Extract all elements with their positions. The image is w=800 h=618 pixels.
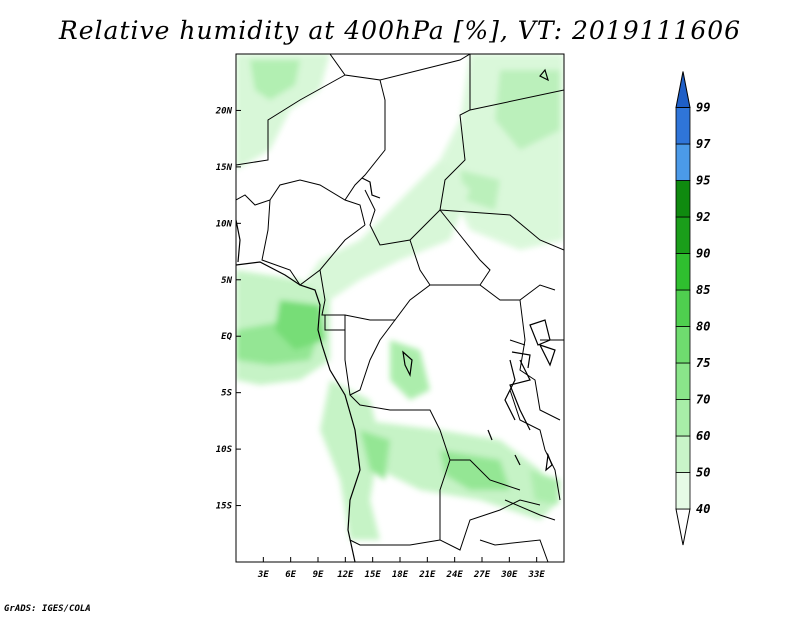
lat-tick-label: EQ xyxy=(221,332,232,342)
colorbar-segment xyxy=(675,362,691,400)
colorbar-label: 85 xyxy=(696,283,710,297)
colorbar-segment xyxy=(675,326,691,364)
lon-tick-label: 3E xyxy=(257,570,269,580)
colorbar: 40 50 60 70 75 80 85 90 92 95 97 99 xyxy=(675,71,711,546)
longitude-axis: 3E 6E 9E 12E 15E 18E 21E 24E 27E 30E 33E xyxy=(257,557,545,580)
lat-tick-label: 15S xyxy=(216,502,233,512)
lon-tick-label: 24E xyxy=(446,570,464,580)
colorbar-segment xyxy=(675,216,691,254)
lon-tick-label: 30E xyxy=(500,570,518,580)
colorbar-label: 99 xyxy=(696,101,710,115)
map-title: Relative humidity at 400hPa [%], VT: 201… xyxy=(58,16,742,45)
grads-credit: GrADS: IGES/COLA xyxy=(4,604,91,614)
lat-tick-label: 10N xyxy=(216,219,233,229)
lon-tick-label: 27E xyxy=(473,570,491,580)
colorbar-segment xyxy=(675,107,691,145)
lon-tick-label: 12E xyxy=(337,570,354,580)
lon-tick-label: 9E xyxy=(313,570,324,580)
colorbar-segment xyxy=(675,472,691,510)
colorbar-label: 50 xyxy=(696,466,710,480)
colorbar-segment xyxy=(675,253,691,291)
lon-tick-label: 6E xyxy=(285,570,296,580)
colorbar-label: 97 xyxy=(696,137,711,151)
lon-tick-label: 21E xyxy=(418,570,436,580)
colorbar-segment xyxy=(675,435,691,473)
colorbar-label: 80 xyxy=(696,320,710,334)
lon-tick-label: 33E xyxy=(528,570,546,580)
lat-tick-label: 10S xyxy=(216,445,233,455)
colorbar-segment xyxy=(675,289,691,327)
lat-tick-label: 15N xyxy=(216,163,233,173)
colorbar-segment xyxy=(675,180,691,218)
colorbar-label: 95 xyxy=(696,174,710,188)
latitude-axis: 20N 15N 10N 5N EQ 5S 10S 15S xyxy=(215,106,241,512)
colorbar-label: 70 xyxy=(696,393,710,407)
country-borders xyxy=(236,54,564,562)
colorbar-segment xyxy=(675,143,691,181)
lat-tick-label: 20N xyxy=(215,106,233,116)
colorbar-label: 92 xyxy=(696,210,710,224)
colorbar-label: 40 xyxy=(696,502,710,516)
humidity-field xyxy=(236,54,564,562)
colorbar-label: 60 xyxy=(696,429,710,443)
lat-tick-label: 5N xyxy=(221,276,232,286)
lon-tick-label: 15E xyxy=(365,570,382,580)
colorbar-segment xyxy=(675,508,691,546)
colorbar-segment xyxy=(675,71,691,108)
coastline xyxy=(236,68,556,562)
colorbar-label: 75 xyxy=(696,356,710,370)
lon-tick-label: 18E xyxy=(392,570,409,580)
lat-tick-label: 5S xyxy=(221,389,232,399)
colorbar-label: 90 xyxy=(696,247,710,261)
colorbar-segment xyxy=(675,399,691,437)
